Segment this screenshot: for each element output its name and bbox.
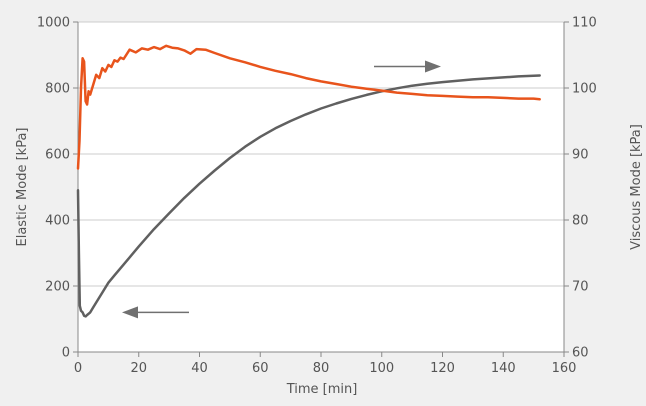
right-y-axis-title: Viscous Mode [kPa] (629, 124, 644, 250)
left-y-tick-label: 1000 (37, 16, 70, 31)
plot-area (78, 22, 564, 352)
x-tick-label: 100 (369, 361, 394, 376)
arrow-layer (122, 60, 441, 319)
x-tick-label: 140 (491, 361, 516, 376)
left-y-tick-label: 0 (62, 346, 70, 361)
right-y-tick-label: 60 (572, 346, 589, 361)
right-y-tick-label: 80 (572, 214, 589, 229)
left-y-tick-label: 200 (45, 280, 70, 295)
axis-layer (73, 21, 569, 357)
series-layer (76, 44, 541, 318)
x-tick-label: 0 (74, 361, 82, 376)
x-tick-label: 120 (430, 361, 455, 376)
left-axis-arrow-head (122, 306, 138, 319)
x-tick-label: 80 (313, 361, 330, 376)
tick-label-layer: 0 20 40 60 80 100 120 140 160 0 200 400 600 800 1000 60… (37, 16, 597, 377)
right-y-tick-label: 90 (572, 148, 589, 163)
left-y-tick-label: 400 (45, 214, 70, 229)
viscous-mode-line (76, 44, 541, 170)
right-y-tick-label: 70 (572, 280, 589, 295)
x-tick-label: 40 (191, 361, 208, 376)
left-y-axis-title: Elastic Mode [kPa] (15, 128, 30, 247)
x-axis-title: Time [min] (286, 382, 358, 397)
grid-layer (78, 21, 564, 352)
x-tick-label: 20 (130, 361, 147, 376)
left-y-tick-label: 600 (45, 148, 70, 163)
right-y-tick-label: 110 (572, 16, 597, 31)
left-y-tick-label: 800 (45, 82, 70, 97)
x-tick-label: 160 (552, 361, 577, 376)
right-y-tick-label: 100 (572, 82, 597, 97)
elastic-mode-line (76, 74, 541, 318)
right-axis-arrow-head (425, 60, 441, 73)
x-tick-label: 60 (252, 361, 269, 376)
